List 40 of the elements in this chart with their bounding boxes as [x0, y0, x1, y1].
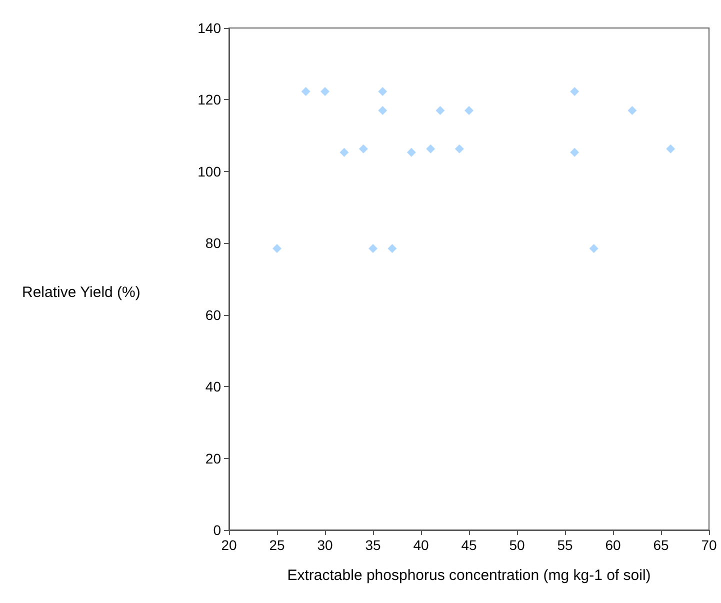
point	[570, 86, 580, 96]
y-tick-label: 140	[198, 20, 222, 36]
y-tick-label: 0	[213, 522, 222, 538]
x-tick-label: 50	[509, 537, 525, 553]
point	[666, 144, 676, 154]
x-tick-label: 55	[557, 537, 573, 553]
x-tick-label: 70	[701, 537, 717, 553]
point	[272, 244, 282, 254]
point	[406, 148, 416, 157]
x-tick-label: 40	[413, 537, 429, 553]
y-tick-label: 100	[198, 163, 222, 180]
x-tick-label: 25	[269, 537, 285, 553]
point	[628, 106, 637, 115]
y-tick-label: 40	[205, 378, 222, 395]
y-tick-label: 80	[205, 235, 222, 252]
y-tick-label: 20	[205, 450, 222, 466]
point	[589, 244, 598, 254]
x-tick-label: 45	[461, 537, 477, 553]
point	[358, 144, 368, 154]
point	[464, 106, 474, 115]
y-tick-label: 120	[198, 92, 222, 108]
x-tick-label: 30	[317, 537, 333, 553]
point	[378, 86, 388, 96]
point	[570, 148, 580, 157]
x-tick-label: 65	[653, 537, 669, 553]
point	[301, 86, 310, 96]
point	[340, 148, 349, 157]
x-tick-label: 35	[365, 537, 381, 553]
point	[426, 144, 436, 154]
x-tick-label: 20	[221, 537, 237, 553]
x-tick-label: 60	[605, 537, 621, 553]
y-tick-label: 60	[205, 306, 222, 323]
y-axis-title: Relative Yield (%)	[22, 284, 140, 301]
point	[368, 244, 378, 254]
point	[436, 106, 445, 115]
x-axis-title: Extractable phosphorus concentration (mg kg-1 of soil)	[287, 567, 651, 584]
point	[454, 144, 464, 154]
point	[320, 86, 330, 96]
point	[388, 244, 397, 254]
point	[378, 106, 388, 115]
